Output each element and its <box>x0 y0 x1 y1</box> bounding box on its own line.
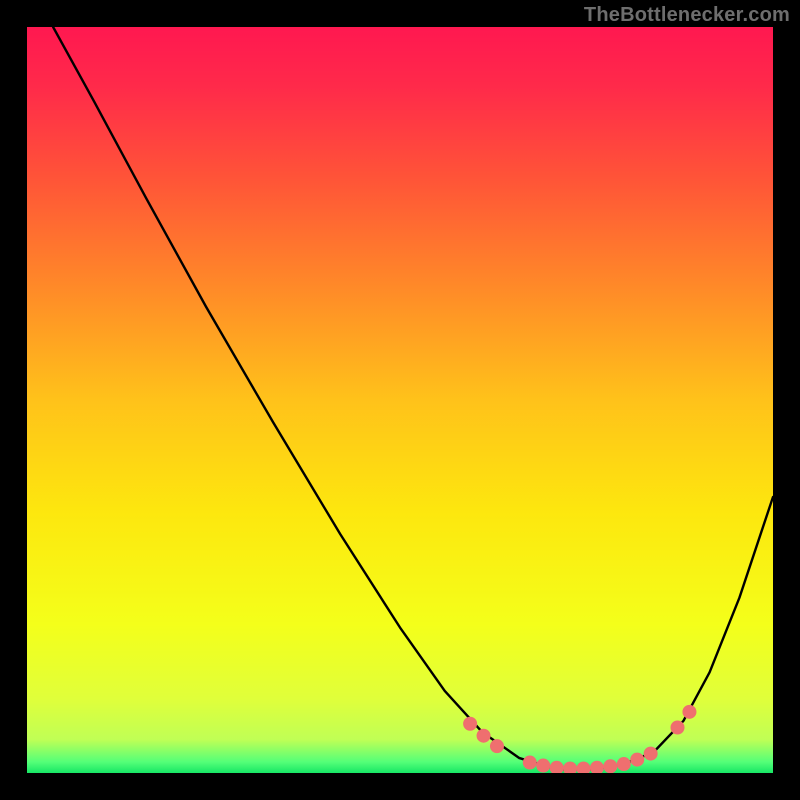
chart-frame: TheBottlenecker.com <box>0 0 800 800</box>
highlight-marker <box>464 717 477 730</box>
highlight-marker <box>537 759 550 772</box>
highlight-marker <box>550 761 563 774</box>
highlight-marker <box>577 762 590 775</box>
highlight-marker <box>477 729 490 742</box>
highlight-marker <box>523 756 536 769</box>
highlight-marker <box>644 747 657 760</box>
highlight-marker <box>590 761 603 774</box>
highlight-marker <box>671 721 684 734</box>
gradient-line-chart <box>0 0 800 800</box>
highlight-marker <box>631 753 644 766</box>
highlight-marker <box>490 740 503 753</box>
plot-background <box>27 27 773 773</box>
highlight-marker <box>617 758 630 771</box>
highlight-marker <box>683 705 696 718</box>
highlight-marker <box>564 762 577 775</box>
highlight-marker <box>604 760 617 773</box>
